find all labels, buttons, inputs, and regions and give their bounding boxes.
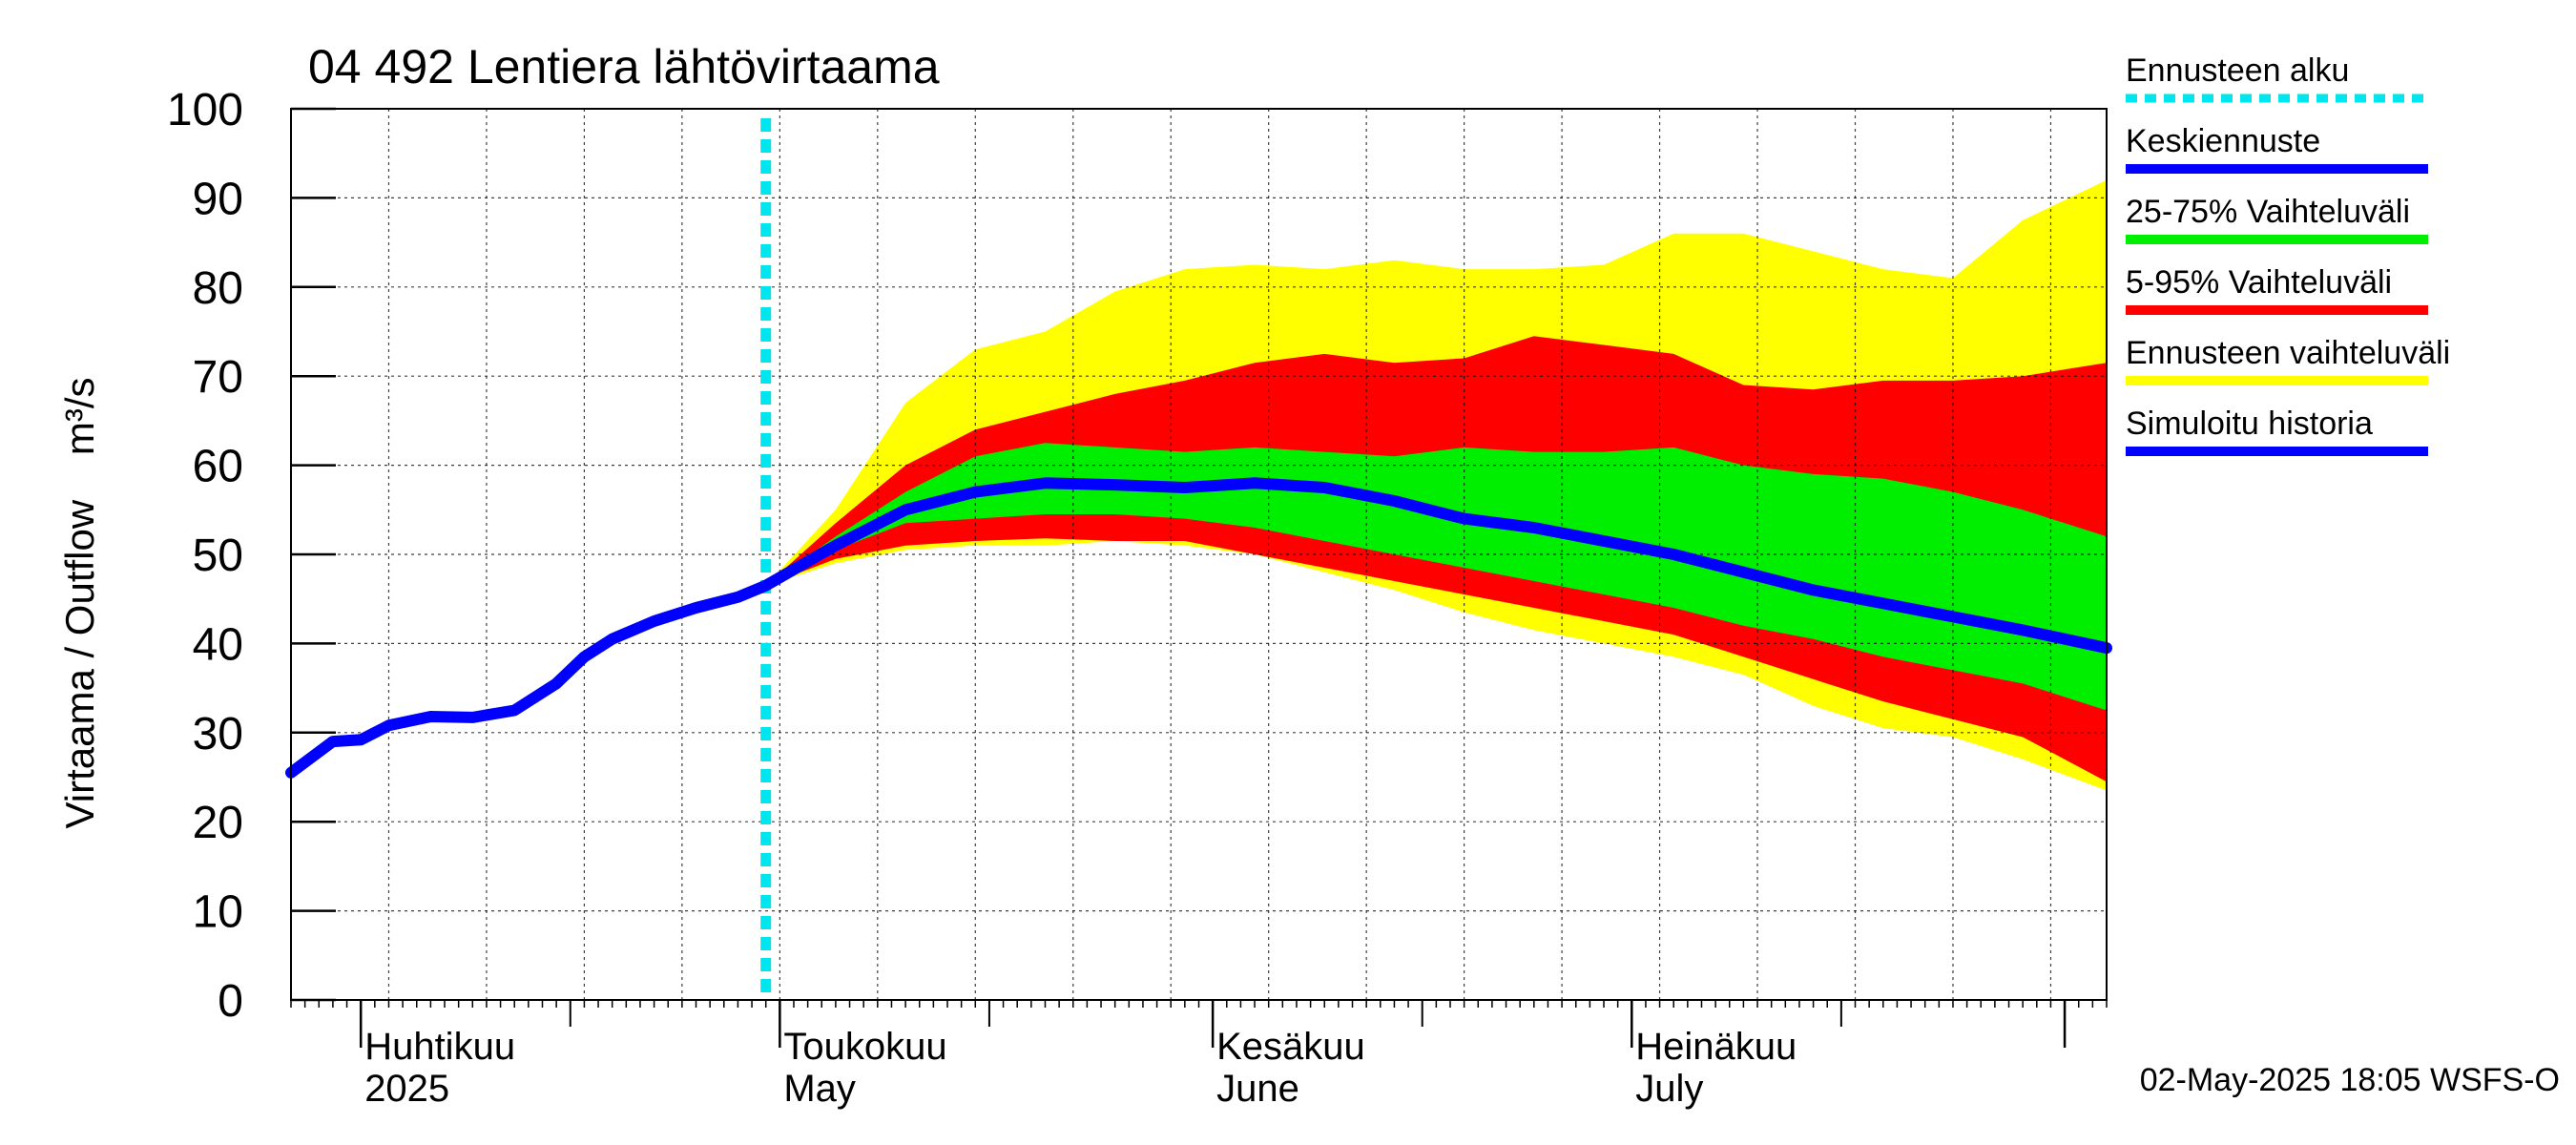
y-tick-label: 80 [193, 263, 243, 314]
legend-label: Simuloitu historia [2126, 406, 2373, 442]
history-line [285, 579, 772, 779]
y-tick-label: 40 [193, 619, 243, 670]
y-tick-label: 0 [218, 976, 243, 1027]
y-tick-label: 30 [193, 709, 243, 760]
median-line [759, 477, 2112, 655]
chart-title: 04 492 Lentiera lähtövirtaama [308, 40, 940, 94]
x-month-label: Toukokuu [783, 1026, 946, 1068]
x-month-sublabel: May [783, 1068, 856, 1110]
legend-label: Keskiennuste [2126, 123, 2320, 159]
x-month-label: Kesäkuu [1216, 1026, 1365, 1068]
legend-label: 25-75% Vaihteluväli [2126, 194, 2410, 230]
x-month-sublabel: 2025 [364, 1068, 449, 1110]
x-month-label: Heinäkuu [1635, 1026, 1797, 1068]
y-tick-label: 90 [193, 174, 243, 224]
legend-label: 5-95% Vaihteluväli [2126, 264, 2392, 301]
legend-label: Ennusteen alku [2126, 52, 2349, 89]
x-month-sublabel: July [1635, 1068, 1703, 1110]
y-axis-label: Virtaama / Outflow m³/s [57, 377, 102, 828]
y-tick-label: 50 [193, 531, 243, 581]
legend-label: Ennusteen vaihteluväli [2126, 335, 2450, 371]
series-lines [285, 118, 2112, 1000]
forecast-bands [765, 179, 2108, 791]
x-month-sublabel: June [1216, 1068, 1299, 1110]
y-tick-label: 70 [193, 352, 243, 403]
y-tick-label: 10 [193, 887, 243, 938]
y-tick-label: 20 [193, 798, 243, 848]
legend: Ennusteen alku Keskiennuste 25-75% Vaihtel… [2126, 52, 2450, 456]
grid-lines [291, 108, 2107, 1000]
x-month-label: Huhtikuu [364, 1026, 515, 1068]
y-tick-label: 100 [167, 85, 243, 135]
band-25-75 [765, 443, 2108, 711]
y-tick-label: 60 [193, 442, 243, 492]
timestamp-label: 02-May-2025 18:05 WSFS-O [2140, 1062, 2560, 1098]
